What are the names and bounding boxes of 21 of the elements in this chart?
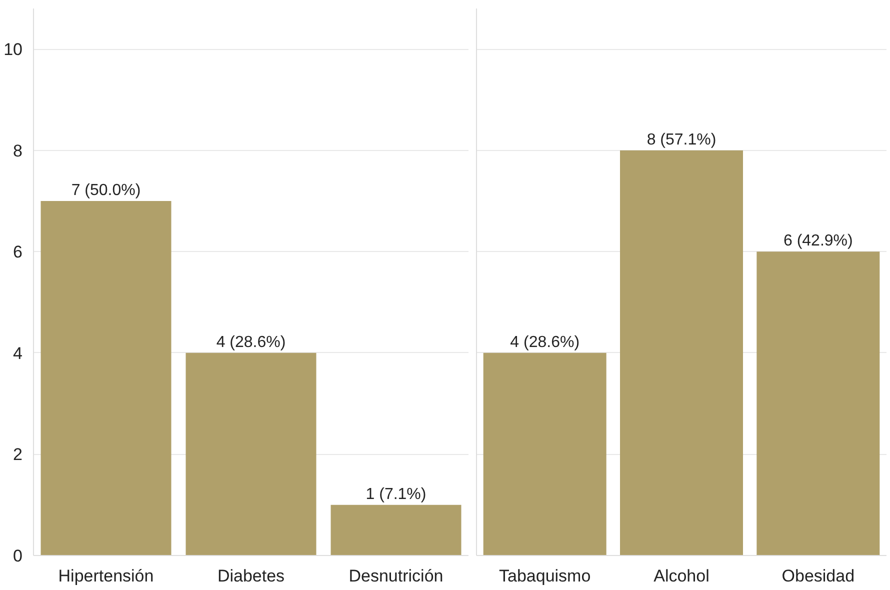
data-label: 7 (50.0%) bbox=[71, 182, 141, 199]
y-tick-label: 8 bbox=[13, 141, 23, 160]
y-tick-label: 10 bbox=[4, 40, 23, 60]
x-tick-label: Tabaquismo bbox=[499, 566, 591, 586]
data-label: 1 (7.1%) bbox=[366, 486, 426, 503]
bar bbox=[330, 504, 462, 556]
data-label: 6 (42.9%) bbox=[783, 232, 853, 250]
x-tick-label: Obesidad bbox=[782, 566, 855, 586]
bar bbox=[40, 200, 172, 556]
data-label: 4 (28.6%) bbox=[510, 334, 580, 351]
data-label: 4 (28.6%) bbox=[216, 334, 286, 351]
data-label: 8 (57.1%) bbox=[646, 131, 716, 148]
x-tick-label: Alcohol bbox=[654, 566, 710, 586]
bar bbox=[186, 352, 316, 556]
y-tick-label: 6 bbox=[13, 242, 23, 262]
y-tick-label: 4 bbox=[13, 344, 23, 363]
y-tick-label: 0 bbox=[13, 546, 23, 566]
y-tick-label: 2 bbox=[13, 445, 23, 464]
x-tick-label: Diabetes bbox=[217, 566, 285, 586]
x-tick-label: Desnutrición bbox=[348, 566, 444, 586]
x-tick-label: Hipertensión bbox=[58, 566, 154, 586]
